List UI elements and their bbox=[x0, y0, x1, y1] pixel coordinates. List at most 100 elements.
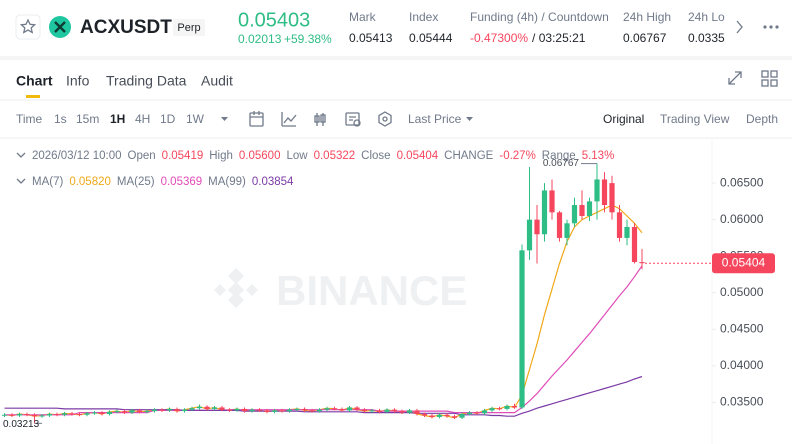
stat-value: / 03:25:21 bbox=[532, 31, 586, 45]
candle-body bbox=[106, 411, 113, 415]
candle-body bbox=[444, 414, 450, 417]
candle-body bbox=[481, 410, 488, 414]
interval[interactable]: Time bbox=[16, 112, 43, 126]
watermark-logo bbox=[214, 268, 258, 308]
candle-body bbox=[346, 407, 353, 411]
candle-body bbox=[226, 409, 233, 411]
dropdown-caret[interactable] bbox=[221, 117, 228, 121]
ohlc-value: -0.27% bbox=[499, 150, 535, 162]
candle-body bbox=[616, 212, 623, 238]
interval[interactable]: 1H bbox=[110, 112, 125, 126]
candle-body bbox=[639, 262, 645, 264]
collapse-icon[interactable] bbox=[16, 178, 26, 184]
y-tick-label: 0.06000 bbox=[720, 212, 764, 226]
candle-body bbox=[301, 408, 308, 411]
ohlc-value: 0.05404 bbox=[397, 150, 439, 162]
y-tick-label: 0.03500 bbox=[720, 395, 764, 409]
watermark: BINANCE bbox=[276, 267, 467, 314]
candle-body bbox=[631, 226, 638, 263]
last-price: 0.05403 bbox=[238, 9, 310, 31]
ma-legend-name: MA(7) bbox=[32, 176, 63, 188]
candle-body bbox=[339, 408, 345, 411]
ohlc-value: 0.05600 bbox=[239, 150, 281, 162]
stat-label: 24h Lo bbox=[688, 10, 725, 24]
candle-body bbox=[579, 205, 585, 216]
candle-body bbox=[564, 223, 570, 238]
view-option[interactable]: Depth bbox=[746, 112, 778, 126]
tab[interactable]: Info bbox=[66, 73, 90, 89]
price-tag-bg bbox=[712, 253, 775, 274]
stat-label: Funding (4h) / Countdown bbox=[470, 10, 609, 24]
interval[interactable]: 1D bbox=[160, 112, 176, 126]
candle-body bbox=[264, 410, 270, 412]
interval[interactable]: 1W bbox=[186, 112, 205, 126]
interval[interactable]: 15m bbox=[76, 112, 99, 126]
candle-body bbox=[69, 413, 75, 415]
stat-value: 0.05444 bbox=[409, 31, 453, 45]
candle-body bbox=[331, 408, 338, 410]
more-menu[interactable] bbox=[763, 25, 779, 29]
candle-body bbox=[601, 179, 608, 206]
ma-legend-value: 0.03854 bbox=[252, 176, 294, 188]
candle-body bbox=[624, 226, 630, 238]
ohlc-value: 5.13% bbox=[582, 150, 615, 162]
interval[interactable]: 4H bbox=[135, 112, 150, 126]
view-option[interactable]: Trading View bbox=[660, 112, 730, 126]
candle-body bbox=[294, 408, 300, 410]
candle-body bbox=[459, 414, 465, 418]
candle-body bbox=[414, 410, 420, 415]
candle-body bbox=[511, 406, 518, 408]
candle-body bbox=[61, 413, 68, 415]
candle-body bbox=[129, 410, 135, 413]
candle-body bbox=[549, 190, 555, 213]
candle-body bbox=[571, 205, 578, 224]
tab[interactable]: Chart bbox=[16, 73, 53, 89]
collapse-icon[interactable] bbox=[16, 152, 26, 158]
view-option[interactable]: Original bbox=[603, 112, 644, 126]
candle-body bbox=[369, 410, 375, 412]
tab[interactable]: Trading Data bbox=[106, 73, 187, 89]
candle-body bbox=[189, 408, 195, 410]
candle-body bbox=[594, 179, 600, 202]
ohlc-label: Range bbox=[542, 150, 576, 162]
ma-legend-name: MA(25) bbox=[117, 176, 155, 188]
stat-label: Mark bbox=[349, 10, 377, 24]
candle-body bbox=[309, 410, 315, 412]
candle-body bbox=[586, 201, 593, 216]
price-type[interactable]: Last Price bbox=[408, 112, 462, 126]
candle-body bbox=[1, 414, 8, 416]
candle-body bbox=[376, 410, 383, 412]
candle-body bbox=[219, 407, 225, 410]
low-label: 0.03213 bbox=[3, 419, 40, 430]
candle-body bbox=[271, 410, 278, 412]
coin-logo-mark bbox=[54, 21, 66, 33]
scroll-right[interactable] bbox=[736, 20, 743, 34]
layout-icon[interactable] bbox=[761, 70, 778, 87]
candle-body bbox=[436, 414, 443, 417]
candle-body bbox=[151, 409, 158, 412]
candle-body bbox=[324, 408, 330, 410]
dropdown-caret[interactable] bbox=[466, 117, 473, 121]
candle-body bbox=[316, 409, 323, 412]
stat-value: -0.47300% bbox=[470, 31, 528, 45]
ohlc-time: 2026/03/12 10:00 bbox=[32, 150, 122, 162]
stat-value: 0.0335 bbox=[688, 31, 725, 45]
candle-body bbox=[114, 411, 120, 413]
candle-body bbox=[159, 409, 165, 411]
toolbar-icons[interactable] bbox=[249, 111, 392, 127]
candle-body bbox=[249, 409, 255, 412]
candle-body bbox=[9, 414, 15, 416]
candle-body bbox=[519, 250, 525, 408]
candle-body bbox=[451, 416, 458, 418]
ma-legend-name: MA(99) bbox=[208, 176, 246, 188]
tab[interactable]: Audit bbox=[201, 73, 233, 89]
candle-body bbox=[556, 212, 563, 238]
interval[interactable]: 1s bbox=[54, 112, 67, 126]
candle-body bbox=[474, 412, 480, 414]
y-tick-label: 0.04000 bbox=[720, 358, 764, 372]
expand-icon[interactable] bbox=[728, 71, 742, 85]
y-tick-label: 0.04500 bbox=[720, 321, 764, 335]
ma-line bbox=[4, 204, 643, 419]
header-divider bbox=[0, 56, 792, 60]
favorite-button[interactable] bbox=[15, 14, 41, 40]
